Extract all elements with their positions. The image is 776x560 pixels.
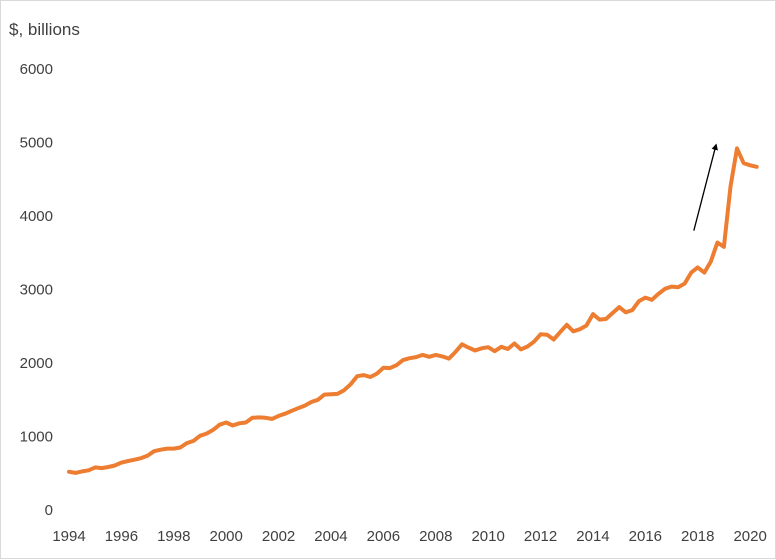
y-tick-label: 2000 [20,355,53,372]
x-tick-label: 2010 [471,528,504,545]
y-tick-label: 4000 [20,208,53,225]
x-tick-label: 2000 [209,528,242,545]
annotation-arrow [693,143,718,231]
x-tick-label: 2006 [367,528,400,545]
series-line-0 [67,146,759,475]
y-axis-label: $, billions [9,20,80,39]
x-tick-label: 2002 [262,528,295,545]
x-tick-label: 2012 [524,528,557,545]
y-tick-label: 6000 [20,61,53,78]
x-tick-label: 1998 [157,528,190,545]
x-tick-label: 2018 [681,528,714,545]
x-tick-label: 2004 [314,528,347,545]
x-tick-label: 2016 [629,528,662,545]
x-tick-label: 1994 [52,528,85,545]
y-tick-label: 1000 [20,429,53,446]
x-tick-label: 2008 [419,528,452,545]
y-tick-label: 5000 [20,135,53,152]
x-tick-label: 2014 [576,528,609,545]
x-tick-label: 2020 [733,528,766,545]
x-tick-label: 1996 [105,528,138,545]
y-tick-label: 3000 [20,282,53,299]
y-tick-label: 0 [45,502,53,519]
